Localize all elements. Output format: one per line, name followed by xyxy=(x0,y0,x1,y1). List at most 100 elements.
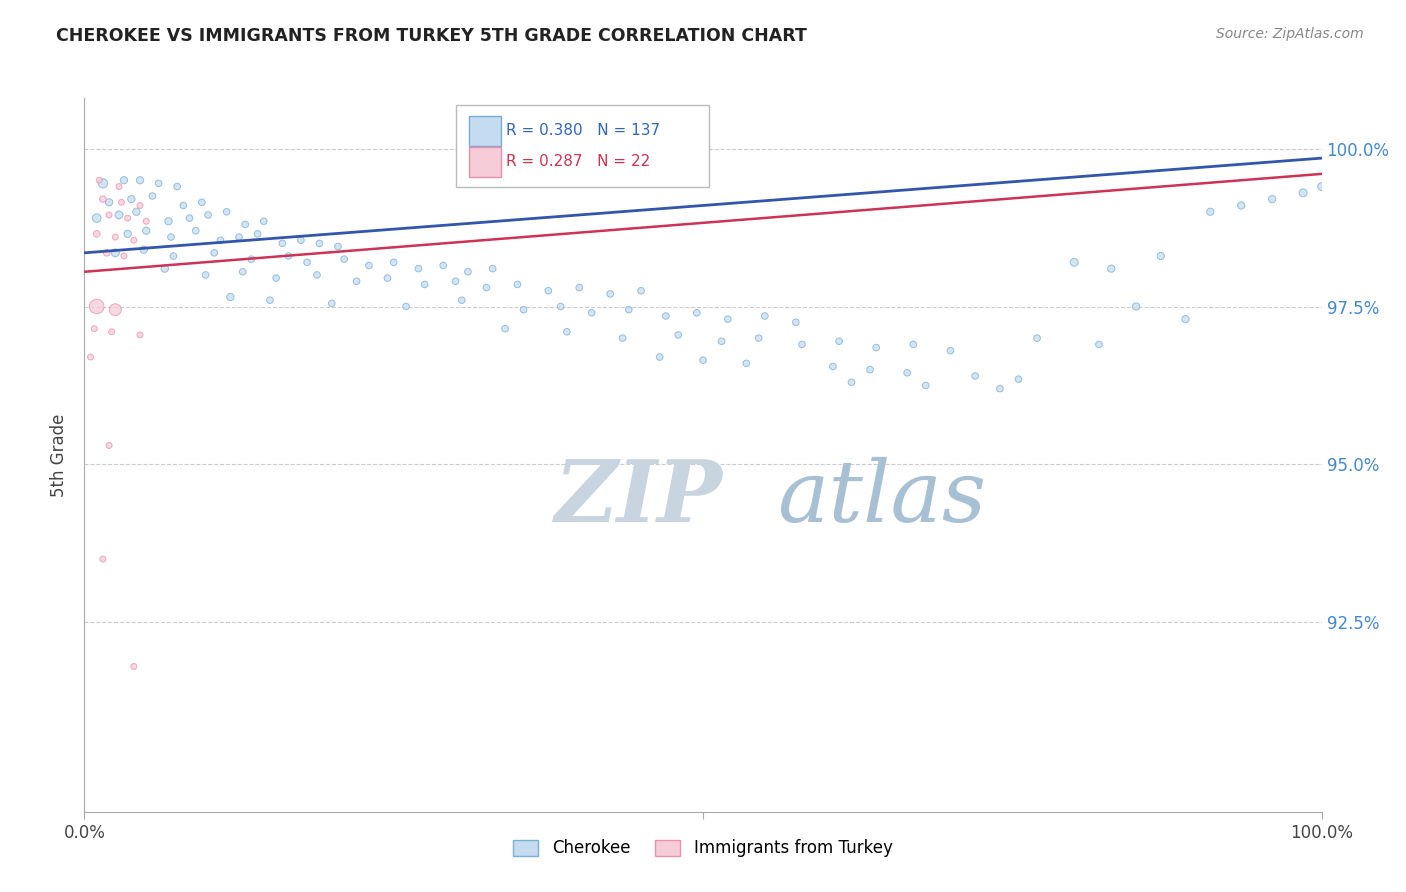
Ellipse shape xyxy=(972,373,979,379)
Ellipse shape xyxy=(316,240,323,247)
Ellipse shape xyxy=(402,303,409,310)
Text: CHEROKEE VS IMMIGRANTS FROM TURKEY 5TH GRADE CORRELATION CHART: CHEROKEE VS IMMIGRANTS FROM TURKEY 5TH G… xyxy=(56,27,807,45)
Ellipse shape xyxy=(239,268,246,275)
Ellipse shape xyxy=(1132,303,1140,310)
Ellipse shape xyxy=(793,319,799,326)
Ellipse shape xyxy=(112,234,118,240)
Ellipse shape xyxy=(205,211,211,219)
Ellipse shape xyxy=(132,208,141,215)
Ellipse shape xyxy=(1268,195,1275,202)
Ellipse shape xyxy=(922,382,929,389)
Ellipse shape xyxy=(1317,183,1326,191)
Ellipse shape xyxy=(700,357,706,363)
Ellipse shape xyxy=(1095,341,1102,348)
Ellipse shape xyxy=(90,300,104,314)
Ellipse shape xyxy=(267,297,273,303)
Text: ZIP: ZIP xyxy=(554,456,723,540)
Ellipse shape xyxy=(198,199,205,205)
Text: R = 0.287   N = 22: R = 0.287 N = 22 xyxy=(506,154,651,169)
Ellipse shape xyxy=(314,272,321,278)
FancyBboxPatch shape xyxy=(470,146,502,177)
Ellipse shape xyxy=(131,237,136,244)
Ellipse shape xyxy=(762,313,768,319)
Ellipse shape xyxy=(830,363,837,370)
Legend: Cherokee, Immigrants from Turkey: Cherokee, Immigrants from Turkey xyxy=(506,833,900,864)
Ellipse shape xyxy=(211,250,218,256)
Y-axis label: 5th Grade: 5th Grade xyxy=(51,413,69,497)
Ellipse shape xyxy=(1206,208,1213,215)
Ellipse shape xyxy=(226,293,233,301)
Ellipse shape xyxy=(638,287,644,294)
Ellipse shape xyxy=(117,184,122,189)
Ellipse shape xyxy=(384,275,391,281)
Ellipse shape xyxy=(1157,252,1164,260)
FancyBboxPatch shape xyxy=(456,105,709,187)
Ellipse shape xyxy=(247,256,254,262)
Ellipse shape xyxy=(236,234,242,240)
Ellipse shape xyxy=(489,265,496,272)
Ellipse shape xyxy=(755,334,762,342)
Ellipse shape xyxy=(224,209,231,215)
Ellipse shape xyxy=(724,316,731,322)
Ellipse shape xyxy=(100,557,105,562)
Ellipse shape xyxy=(520,306,527,313)
Ellipse shape xyxy=(742,360,749,367)
Ellipse shape xyxy=(174,183,180,190)
Ellipse shape xyxy=(335,244,342,250)
Ellipse shape xyxy=(143,219,149,224)
Ellipse shape xyxy=(105,212,112,218)
Ellipse shape xyxy=(118,200,125,205)
Ellipse shape xyxy=(546,287,551,294)
Ellipse shape xyxy=(193,227,200,234)
Ellipse shape xyxy=(515,281,520,288)
Text: atlas: atlas xyxy=(778,457,987,539)
Ellipse shape xyxy=(105,199,112,206)
Ellipse shape xyxy=(1299,189,1308,197)
Ellipse shape xyxy=(458,297,465,303)
Ellipse shape xyxy=(186,215,193,221)
Text: R = 0.380   N = 137: R = 0.380 N = 137 xyxy=(506,123,661,138)
Ellipse shape xyxy=(278,240,285,247)
Ellipse shape xyxy=(96,178,103,183)
Ellipse shape xyxy=(366,262,373,268)
Ellipse shape xyxy=(242,221,249,227)
Ellipse shape xyxy=(873,344,880,351)
Ellipse shape xyxy=(1182,316,1189,323)
Ellipse shape xyxy=(662,313,669,319)
Ellipse shape xyxy=(217,237,224,244)
Ellipse shape xyxy=(162,265,169,272)
Ellipse shape xyxy=(170,252,177,260)
Ellipse shape xyxy=(422,281,427,288)
Ellipse shape xyxy=(904,369,911,376)
Ellipse shape xyxy=(125,215,131,221)
Ellipse shape xyxy=(1070,259,1078,266)
Ellipse shape xyxy=(799,341,806,348)
Ellipse shape xyxy=(285,252,292,260)
Ellipse shape xyxy=(576,285,582,291)
Ellipse shape xyxy=(304,259,311,266)
Ellipse shape xyxy=(254,231,262,237)
Ellipse shape xyxy=(136,332,143,338)
FancyBboxPatch shape xyxy=(470,116,502,146)
Ellipse shape xyxy=(835,338,842,344)
Ellipse shape xyxy=(626,306,633,313)
Ellipse shape xyxy=(111,249,120,257)
Ellipse shape xyxy=(415,265,422,272)
Ellipse shape xyxy=(607,291,613,297)
Ellipse shape xyxy=(484,285,489,291)
Ellipse shape xyxy=(155,180,162,186)
Ellipse shape xyxy=(87,354,94,360)
Ellipse shape xyxy=(136,177,143,184)
Ellipse shape xyxy=(502,326,509,332)
Ellipse shape xyxy=(353,278,360,285)
Ellipse shape xyxy=(115,211,122,219)
Ellipse shape xyxy=(121,177,128,184)
Ellipse shape xyxy=(273,275,280,281)
Ellipse shape xyxy=(202,272,209,278)
Ellipse shape xyxy=(108,329,114,334)
Ellipse shape xyxy=(848,379,855,385)
Ellipse shape xyxy=(121,253,127,259)
Ellipse shape xyxy=(657,354,664,360)
Ellipse shape xyxy=(1015,376,1022,383)
Ellipse shape xyxy=(180,202,187,209)
